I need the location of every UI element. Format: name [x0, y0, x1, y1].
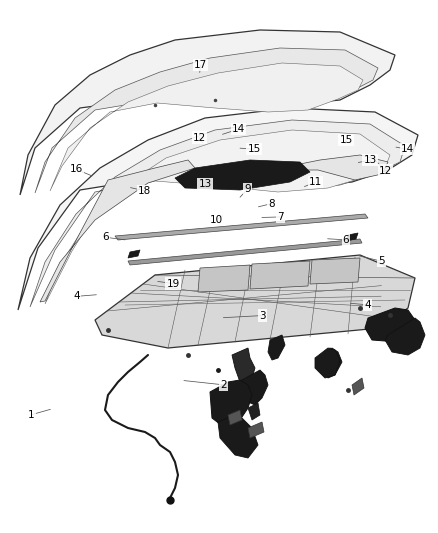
Text: 19: 19 [166, 279, 180, 288]
Text: 16: 16 [70, 165, 83, 174]
Polygon shape [218, 415, 258, 458]
Polygon shape [128, 250, 140, 258]
Polygon shape [35, 48, 378, 193]
Polygon shape [210, 380, 252, 428]
Polygon shape [232, 348, 255, 385]
Polygon shape [198, 265, 250, 292]
Polygon shape [250, 261, 310, 289]
Text: 6: 6 [343, 235, 350, 245]
Polygon shape [385, 318, 425, 355]
Polygon shape [50, 63, 363, 191]
Text: 5: 5 [378, 256, 385, 266]
Polygon shape [175, 160, 310, 190]
Polygon shape [128, 239, 362, 265]
Text: 2: 2 [220, 380, 227, 390]
Text: 1: 1 [28, 410, 35, 419]
Polygon shape [20, 30, 395, 195]
Polygon shape [115, 214, 368, 240]
Polygon shape [95, 255, 415, 348]
Text: 3: 3 [259, 311, 266, 320]
Polygon shape [30, 120, 405, 307]
Text: 10: 10 [210, 215, 223, 224]
Polygon shape [310, 258, 360, 284]
Polygon shape [320, 348, 342, 378]
Polygon shape [268, 335, 285, 360]
Polygon shape [228, 410, 242, 425]
Text: 13: 13 [364, 155, 377, 165]
Text: 14: 14 [232, 124, 245, 134]
Text: 7: 7 [277, 212, 284, 222]
Text: 4: 4 [364, 300, 371, 310]
Text: 18: 18 [138, 186, 151, 196]
Text: 11: 11 [309, 177, 322, 187]
Text: 15: 15 [339, 135, 353, 144]
Polygon shape [248, 403, 260, 420]
Text: 12: 12 [379, 166, 392, 175]
Text: 4: 4 [73, 292, 80, 301]
Polygon shape [346, 233, 358, 241]
Polygon shape [45, 130, 390, 304]
Polygon shape [278, 155, 388, 180]
Polygon shape [248, 422, 264, 438]
Polygon shape [365, 308, 415, 342]
Polygon shape [240, 370, 268, 405]
Polygon shape [352, 378, 364, 395]
Text: 14: 14 [401, 144, 414, 154]
Text: 15: 15 [247, 144, 261, 154]
Text: 17: 17 [194, 60, 207, 70]
Polygon shape [18, 108, 418, 310]
Polygon shape [315, 348, 340, 378]
Text: 9: 9 [244, 184, 251, 194]
Text: 8: 8 [268, 199, 275, 208]
Polygon shape [40, 160, 195, 302]
Text: 6: 6 [102, 232, 109, 242]
Text: 12: 12 [193, 133, 206, 142]
Text: 13: 13 [198, 179, 212, 189]
